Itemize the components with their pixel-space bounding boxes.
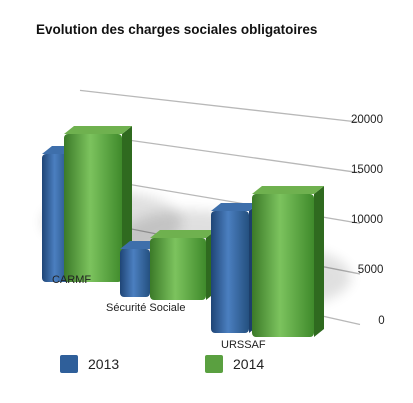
category-label: CARMF [52,274,91,286]
category-label: Sécurité Sociale [106,302,186,314]
bar-front [64,134,122,282]
bar-front [150,238,206,300]
bar-top [211,203,259,211]
bar-top [64,126,132,134]
y-tick-label: 5000 [358,264,384,276]
bar-front [211,211,249,333]
bar-front [120,249,150,297]
gridline [79,89,361,123]
y-tick-label: 20000 [351,114,383,126]
bar-2014-urssaf [252,186,324,337]
y-tick-label: 0 [378,315,384,327]
bars [42,126,324,337]
bar-2014-sécurité-sociale [150,230,216,300]
legend-swatch-2014 [205,355,223,373]
bar-side [314,186,324,337]
bar-2013-urssaf [211,203,259,333]
y-tick-label: 15000 [351,164,383,176]
bar-front [252,194,314,337]
legend-label-2014: 2014 [233,356,265,372]
bar-top [150,230,216,238]
legend-swatch-2013 [60,355,78,373]
legend-item-2014: 2014 [205,355,264,373]
bar-front [42,154,70,282]
bar-top [252,186,324,194]
y-axis-tick-labels: 0 5000 10000 15000 20000 [351,114,385,327]
legend-item-2013: 2013 [60,355,119,373]
category-labels: CARMF Sécurité Sociale URSSAF [52,274,266,351]
chart-title: Evolution des charges sociales obligatoi… [36,22,318,37]
legend-label-2013: 2013 [88,356,120,372]
category-label: URSSAF [221,339,266,351]
y-tick-label: 10000 [351,214,383,226]
